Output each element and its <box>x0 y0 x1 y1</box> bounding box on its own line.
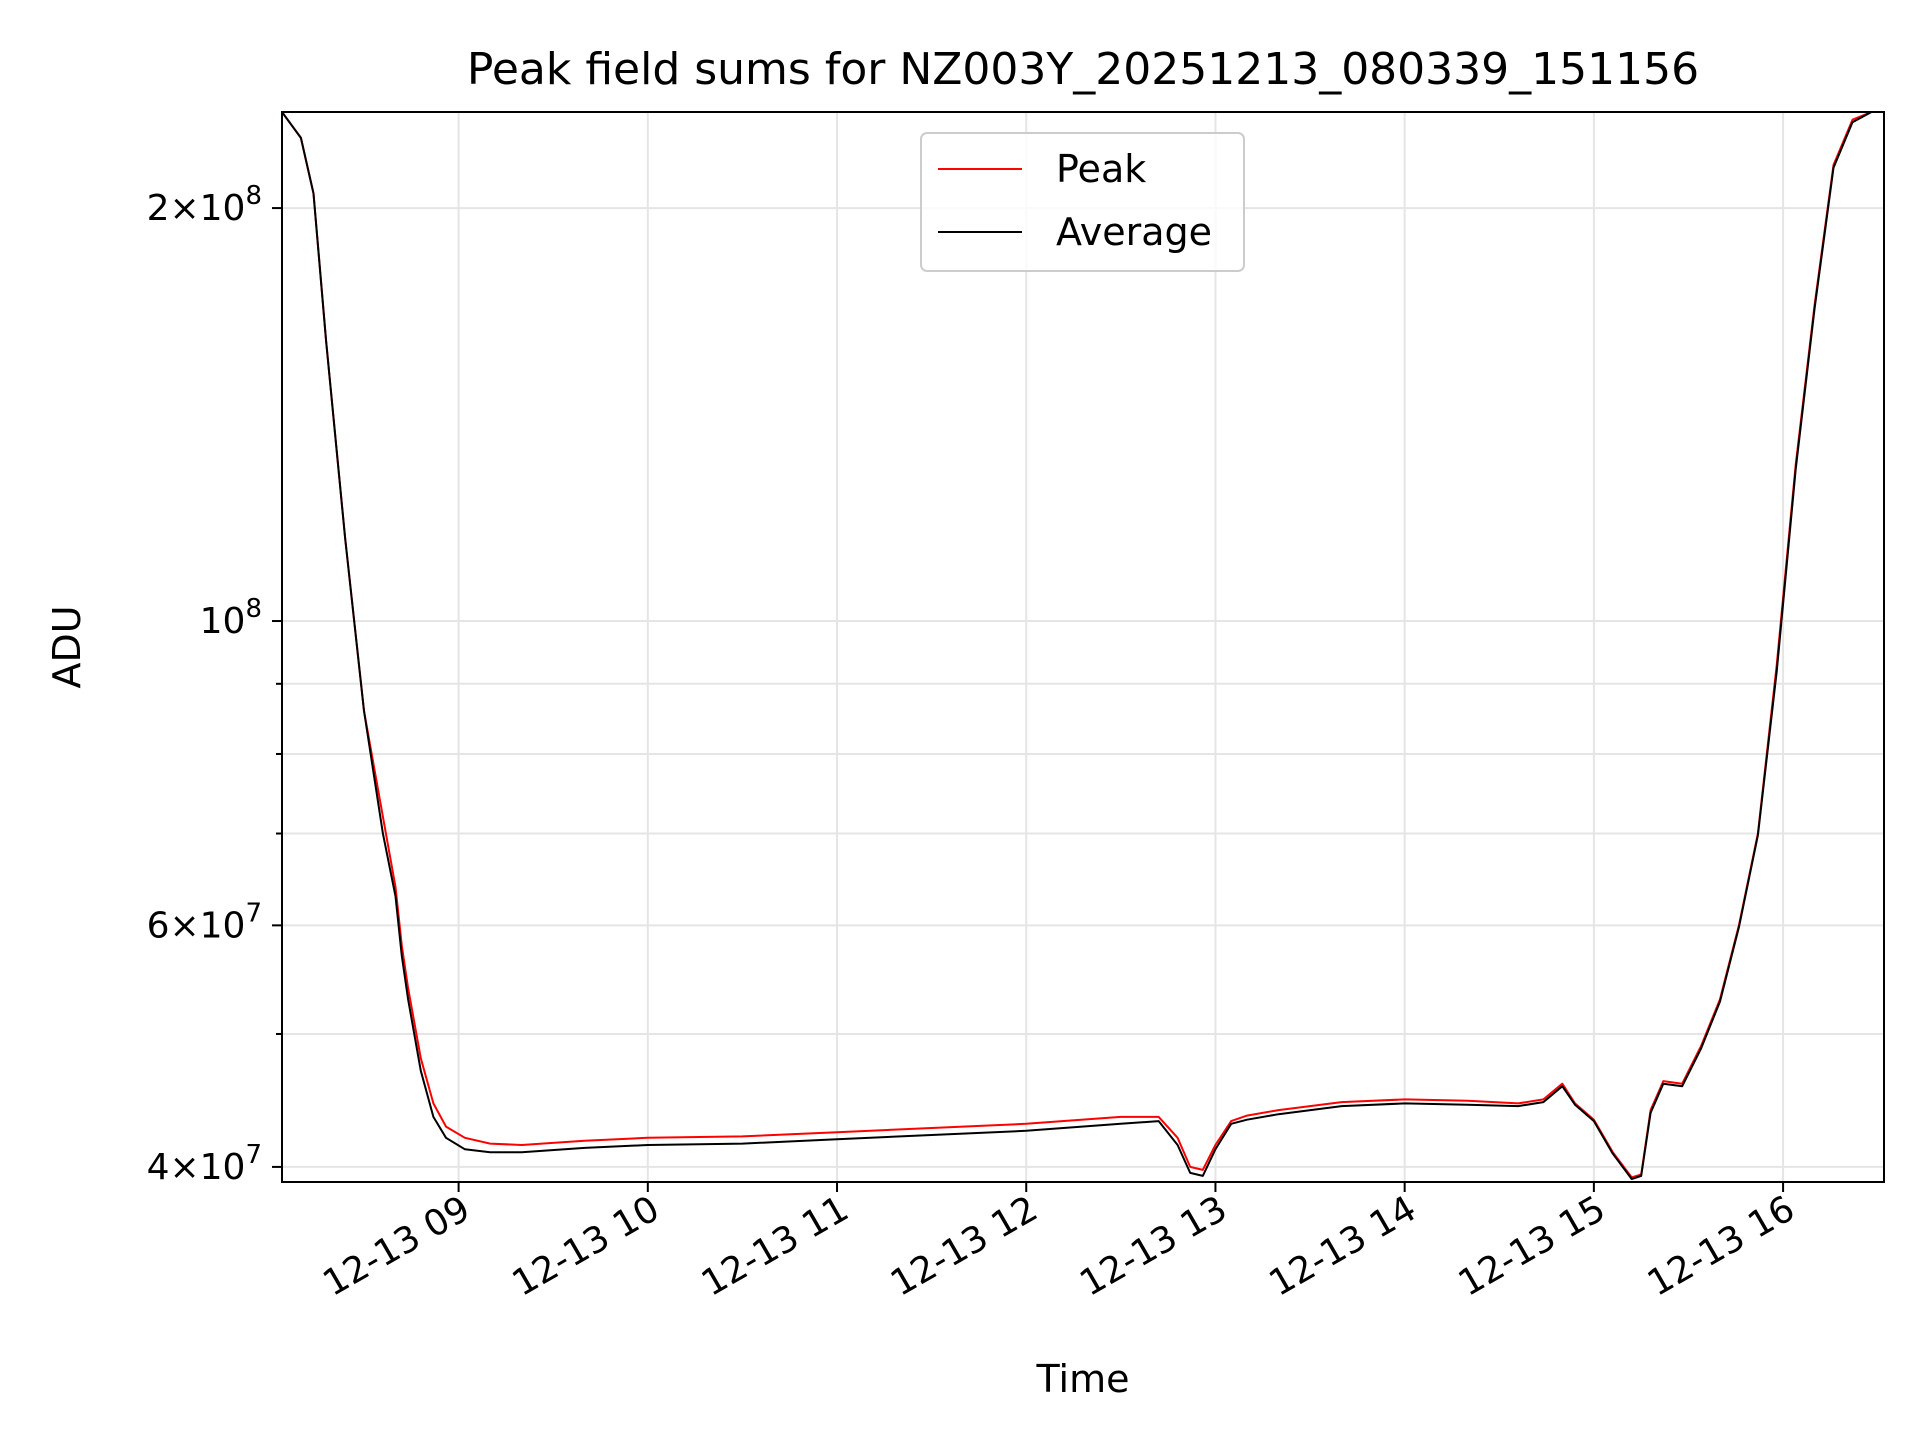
series-line-average <box>282 112 1872 1180</box>
y-tick-label: 108 <box>200 594 262 642</box>
y-tick-label: 6×107 <box>147 898 262 946</box>
y-tick-label: 4×107 <box>147 1140 262 1188</box>
legend-label-average: Average <box>1056 210 1212 254</box>
x-axis-label: Time <box>1036 1357 1130 1401</box>
legend-box <box>920 132 1245 272</box>
legend: Peak Average <box>920 132 1245 272</box>
legend-label-peak: Peak <box>1056 147 1146 191</box>
chart-title: Peak field sums for NZ003Y_20251213_0803… <box>467 44 1699 95</box>
grid <box>282 112 1884 1182</box>
y-axis-label: ADU <box>45 605 89 688</box>
y-tick-label: 2×108 <box>147 181 262 229</box>
plot-frame <box>281 111 1885 1183</box>
y-axis: 4×107 6×107 108 2×108 <box>147 181 282 1188</box>
series <box>282 112 1872 1180</box>
